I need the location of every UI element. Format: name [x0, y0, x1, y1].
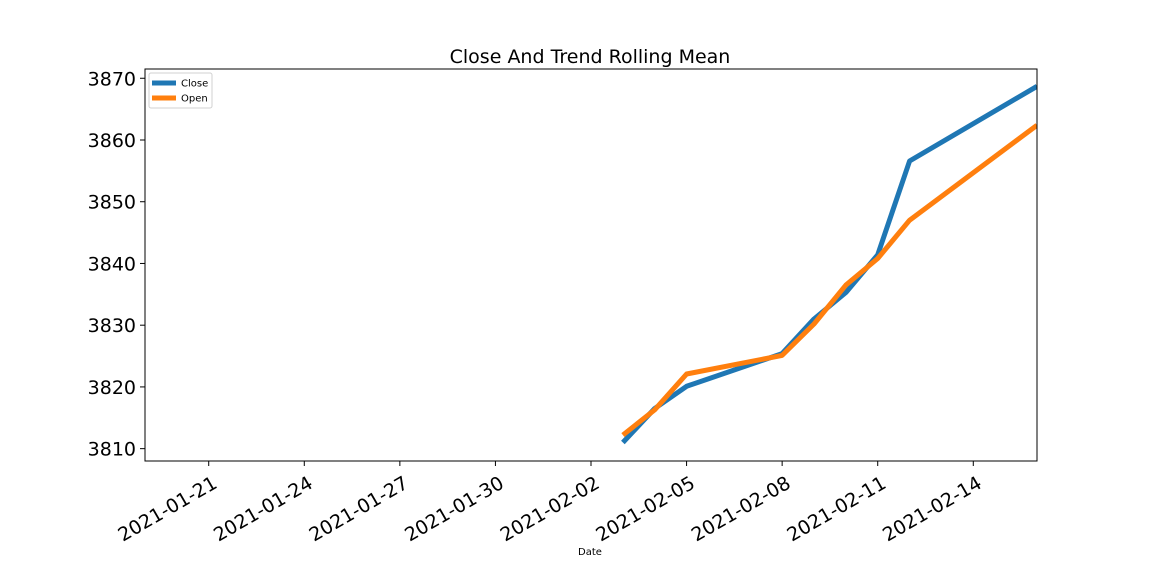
series-line-open [621, 123, 1037, 438]
x-tick-label: 2021-02-05 [592, 472, 699, 546]
plot-area [621, 84, 1037, 445]
x-tick-label: 2021-01-24 [210, 472, 317, 546]
y-tick-label: 3850 [88, 192, 136, 214]
x-axis-label: Date [578, 547, 602, 558]
x-axis: 2021-01-212021-01-242021-01-272021-01-30… [114, 461, 986, 546]
y-tick-label: 3820 [88, 377, 136, 399]
x-tick-label: 2021-01-27 [306, 472, 413, 546]
x-tick-label: 2021-02-08 [688, 472, 795, 546]
y-axis: 3810 3820 3830 3840 3850 3860 3870 [88, 68, 145, 461]
y-tick-label: 3810 [88, 439, 136, 461]
y-tick-label: 3830 [88, 315, 136, 337]
plot-frame [144, 68, 1038, 462]
x-tick-label: 2021-02-02 [497, 472, 604, 546]
chart-title: Close And Trend Rolling Mean [450, 46, 731, 68]
y-tick-label: 3860 [88, 130, 136, 152]
x-tick-label: 2021-01-30 [401, 472, 508, 546]
legend-label-open: Open [181, 94, 208, 105]
y-tick-label: 3870 [88, 68, 136, 90]
legend-label-close: Close [181, 79, 208, 90]
x-tick-label: 2021-02-11 [783, 472, 890, 546]
series-line-close [621, 84, 1037, 445]
legend: Close Open [148, 72, 213, 109]
x-tick-label: 2021-01-21 [114, 472, 221, 546]
y-tick-label: 3840 [88, 253, 136, 275]
x-tick-label: 2021-02-14 [879, 472, 986, 546]
